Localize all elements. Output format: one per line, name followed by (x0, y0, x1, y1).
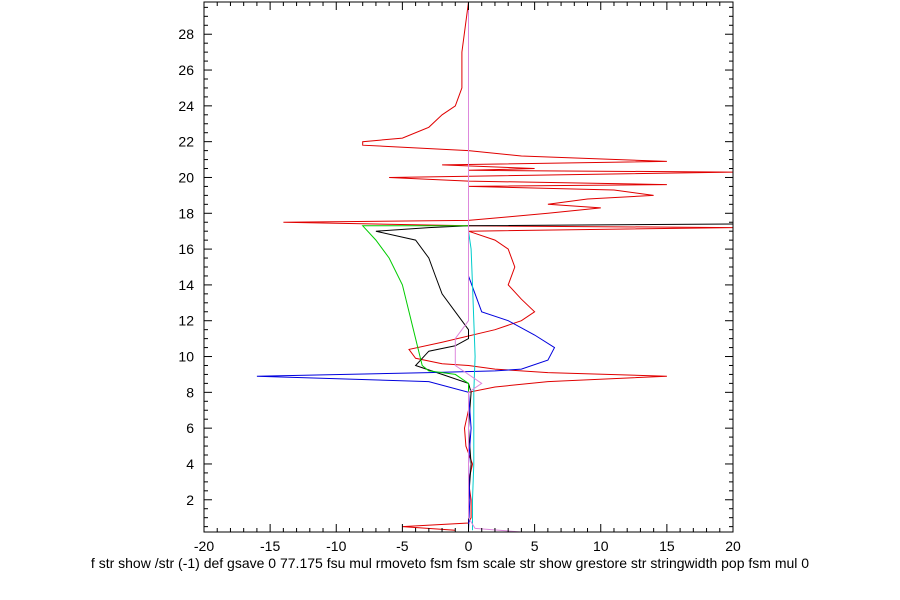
y-tick-label: 12 (178, 313, 194, 329)
y-tick-label: 10 (178, 349, 194, 365)
x-tick-label: 5 (531, 538, 539, 554)
series-line-2 (375, 223, 733, 527)
y-tick-label: 2 (186, 492, 194, 508)
y-tick-label: 6 (186, 420, 194, 436)
y-tick-label: 14 (178, 277, 194, 293)
series-line-4 (361, 225, 469, 393)
series-line-3 (256, 231, 556, 531)
x-tick-label: -15 (260, 538, 280, 554)
stray-postscript-text: f str show /str (-1) def gsave 0 77.175 … (91, 555, 809, 571)
x-tick-label: -10 (326, 538, 346, 554)
series-line-6 (454, 2, 522, 532)
x-tick-label: -20 (194, 538, 214, 554)
y-tick-label: 18 (178, 205, 194, 221)
y-tick-label: 26 (178, 62, 194, 78)
series-layer (256, 2, 733, 532)
y-tick-label: 20 (178, 169, 194, 185)
y-tick-label: 24 (178, 98, 194, 114)
x-tick-label: 0 (465, 538, 473, 554)
x-tick-label: 10 (593, 538, 609, 554)
x-tick-labels: -20 -15 -10 -5 0 5 10 15 20 (194, 538, 741, 554)
y-tick-label: 4 (186, 456, 194, 472)
y-tick-label: 28 (178, 26, 194, 42)
x-tick-label: 15 (659, 538, 675, 554)
series-line-5 (468, 231, 476, 531)
y-tick-label: 8 (186, 384, 194, 400)
y-tick-label: 22 (178, 134, 194, 150)
x-tick-label: -5 (396, 538, 409, 554)
x-tick-label: 20 (725, 538, 741, 554)
axis-ticks (203, 2, 734, 532)
series-line-1 (283, 2, 733, 531)
y-tick-label: 16 (178, 241, 194, 257)
